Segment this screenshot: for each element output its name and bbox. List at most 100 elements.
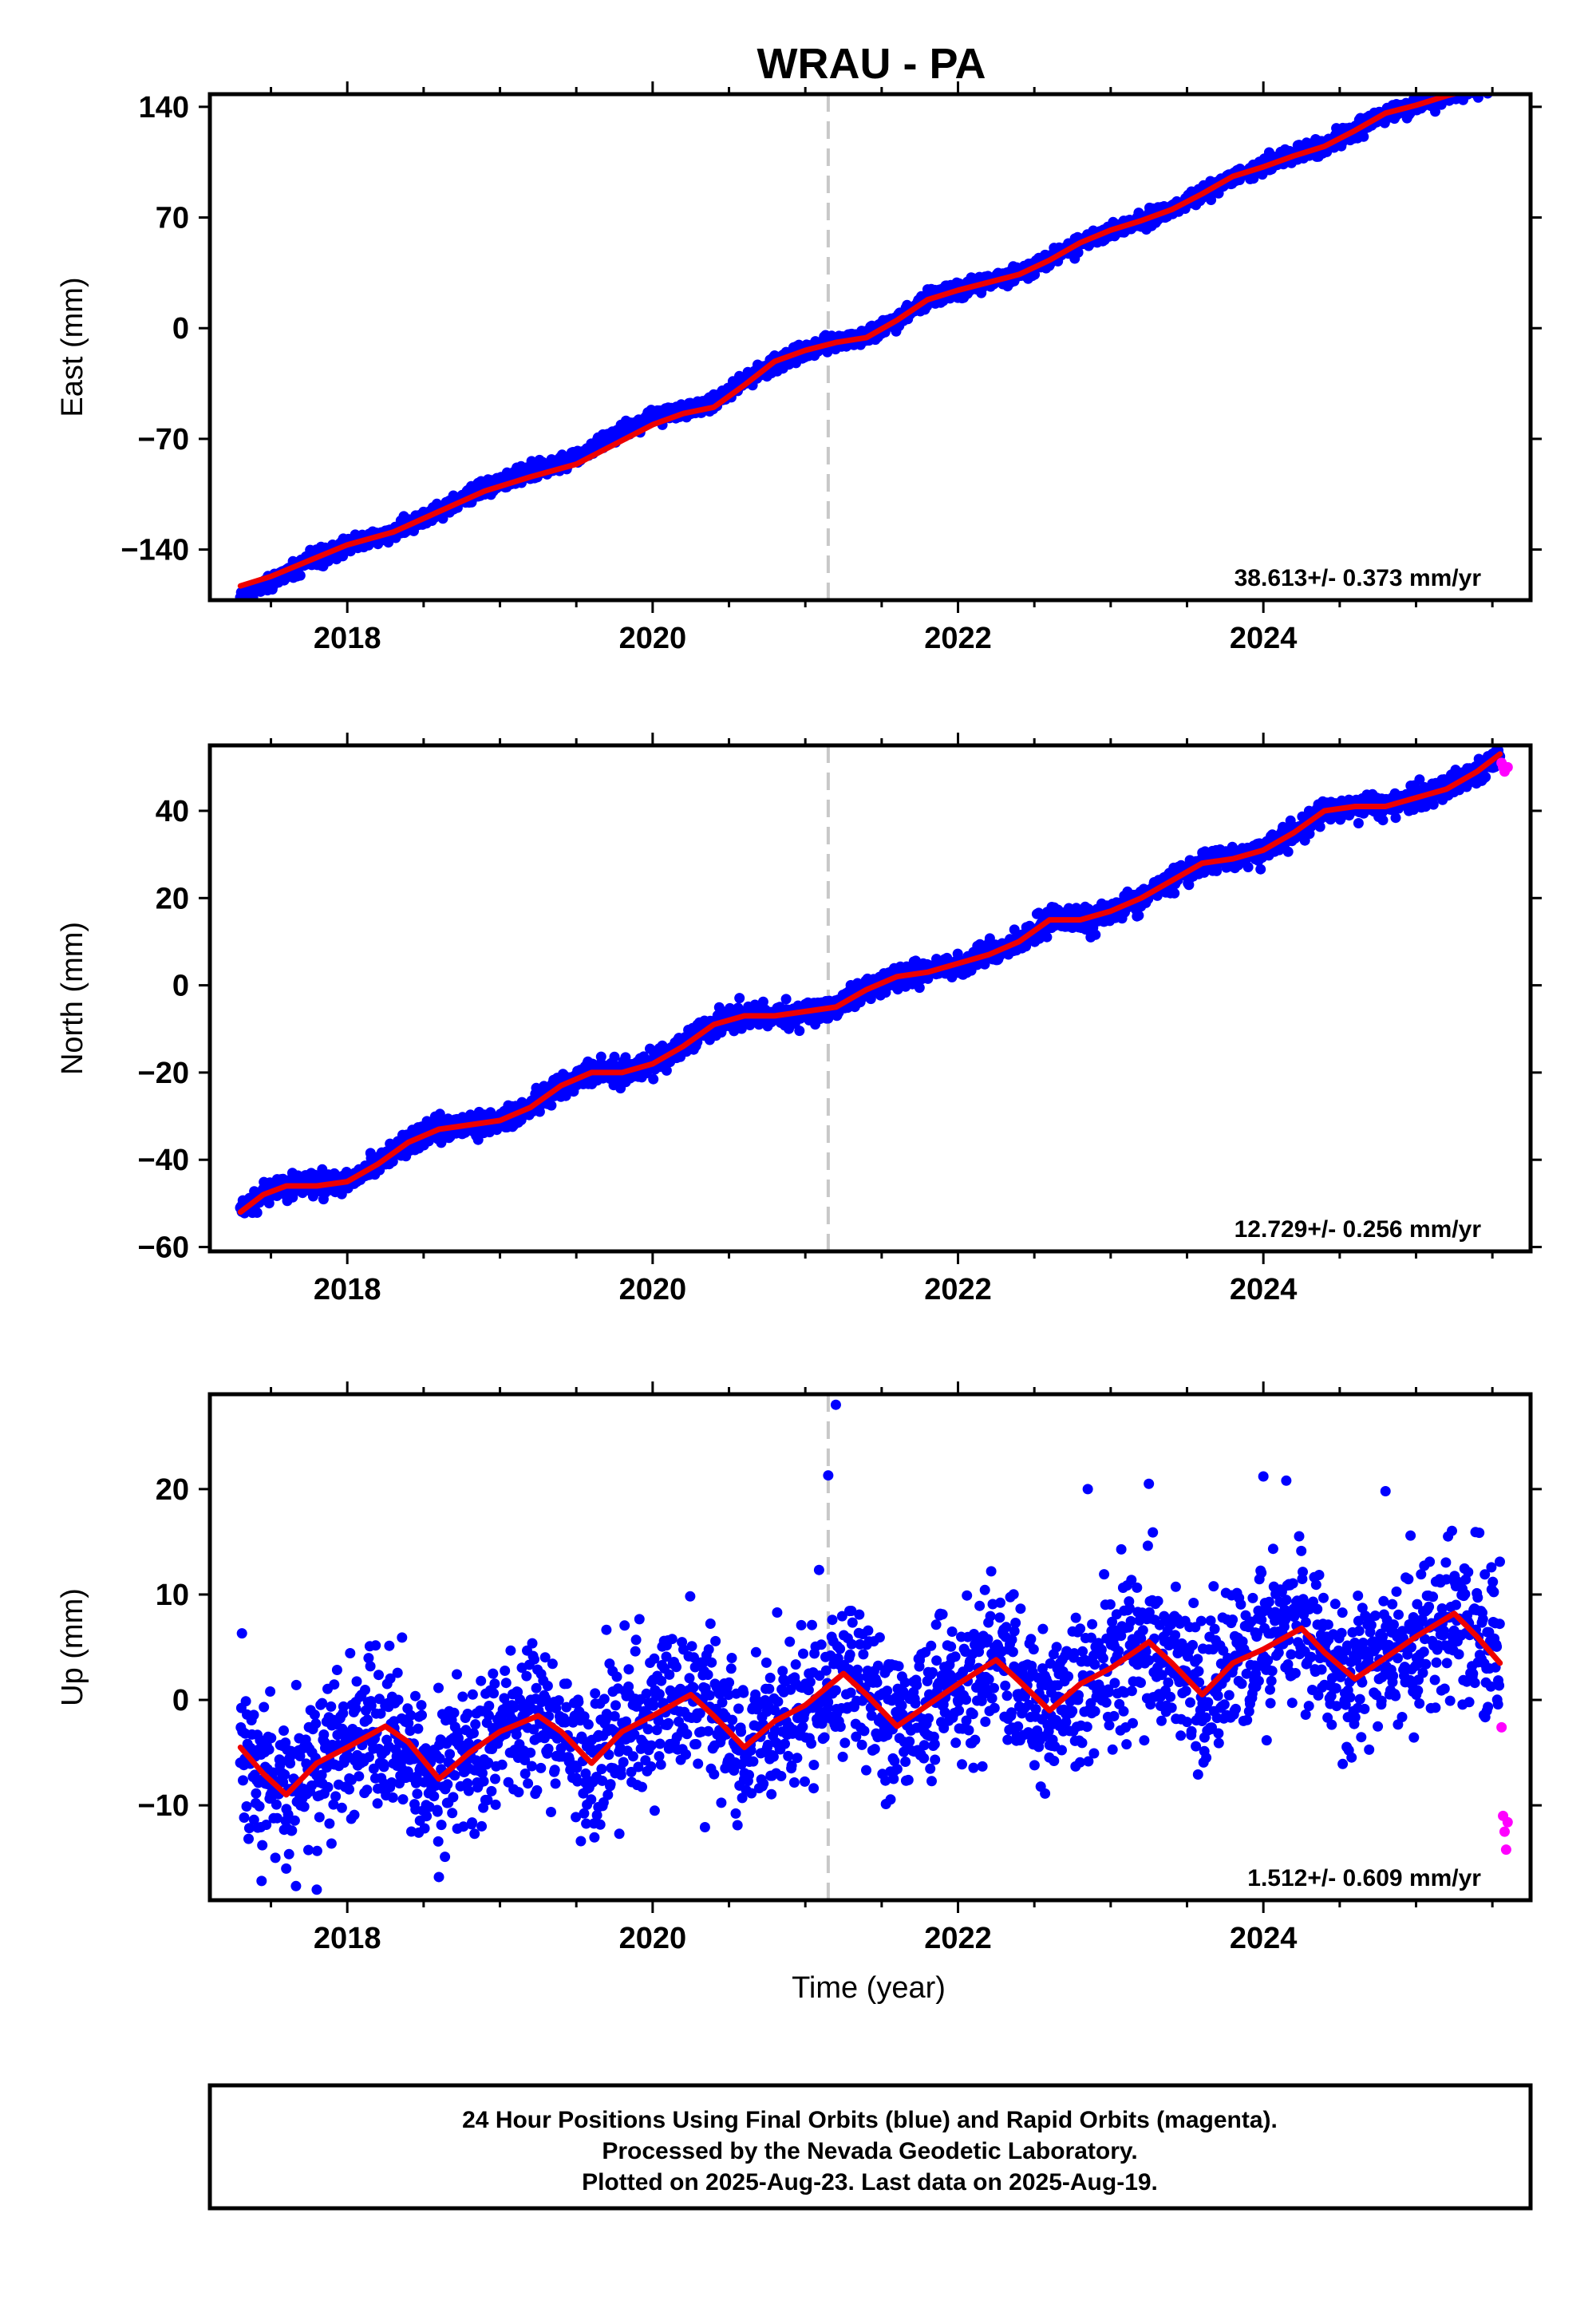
final-orbit-point [1468,81,1478,92]
x-tick-label: 2018 [314,622,381,655]
final-orbit-point [1479,83,1490,93]
final-orbit-point [794,1026,805,1037]
y-tick-label: 70 [156,202,189,235]
panel-1: −140 −70 0 70 140 2018 2020 2022 2024 East (mm) 38… [56,65,1542,655]
final-orbit-point [1480,74,1491,85]
final-orbit-point [560,1090,571,1101]
figure-title: WRAU - PA [757,40,986,88]
final-orbit-point [1041,931,1053,943]
final-orbit-point [1242,862,1254,872]
final-orbit-point [1090,929,1101,940]
final-orbit-point [1474,82,1484,93]
final-orbit-point [1490,75,1500,85]
x-tick-label: 2020 [619,622,687,655]
final-orbit-point [734,993,745,1004]
final-orbit-point [1491,74,1501,85]
final-orbit-point [546,1100,557,1111]
model-fit-line [237,94,1464,589]
final-orbit-point [1377,815,1389,826]
final-orbit-point [1358,131,1369,142]
final-orbit-point [1489,83,1499,93]
y-tick-label: 0 [172,312,189,346]
final-orbit-point [1428,799,1439,810]
final-orbit-point [1430,106,1440,117]
final-orbit-point [595,1051,606,1062]
final-orbit-point [1495,77,1505,87]
final-orbit-point [287,1192,298,1203]
final-orbit-point [251,1207,263,1218]
final-orbit-point [1009,924,1020,935]
final-orbit-point [1491,78,1502,89]
final-orbit-point [1169,887,1180,899]
final-orbit-point [1483,75,1493,85]
final-orbit-point [1483,72,1494,82]
final-orbit-point [1452,82,1463,93]
final-orbit-point [1282,846,1294,857]
final-orbit-point [609,1051,620,1062]
final-orbit-point [661,1065,672,1076]
final-orbit-point [1353,818,1364,828]
final-orbit-point [1483,73,1494,83]
final-orbit-point [1493,77,1503,88]
y-tick-label: 140 [139,91,189,124]
final-orbit-point [1486,73,1496,83]
final-orbit-point [1390,812,1401,824]
final-orbit-point [1314,821,1325,832]
final-orbit-point [1467,81,1477,91]
y-axis-label: East (mm) [56,277,89,417]
final-orbit-point [620,1052,631,1063]
final-orbit-point [757,996,768,1007]
final-orbit-point [1449,83,1460,93]
final-orbit-point [1479,80,1490,90]
final-orbit-point [1486,82,1496,93]
x-tick-label: 2022 [924,622,992,655]
final-orbit-point [1464,81,1474,92]
final-orbit-point [1492,68,1503,78]
final-orbit-point [1494,80,1504,90]
final-orbit-point [1454,82,1464,93]
final-orbit-point [1491,73,1502,84]
final-orbit-point [1476,74,1487,85]
final-orbit-point [1479,82,1489,93]
panel-frame [207,92,1533,603]
final-orbit-point [1133,910,1144,921]
rapid-orbit-point [1503,65,1513,76]
final-orbit-point [648,1073,659,1085]
final-orbit-point [1482,74,1492,85]
final-orbit-point [1485,78,1495,89]
panel-data-layer [235,65,1513,600]
final-orbit-point [434,1109,445,1120]
final-orbit-point [1471,81,1481,92]
rapid-orbit-point [1501,67,1511,77]
final-orbit-point [1460,78,1470,89]
final-orbit-point [1471,81,1481,92]
panels-group: −140 −70 0 70 140 2018 2020 2022 2024 East (mm) 38… [56,65,1542,2005]
final-orbit-point [1476,81,1486,91]
final-orbit-point [1475,82,1485,93]
final-orbit-point [1494,74,1504,85]
y-tick-label: −140 [120,534,189,567]
rapid-orbit-point [1498,70,1508,81]
final-orbit-point [1468,82,1479,93]
y-tick-label: −70 [138,423,189,456]
final-orbit-point [1495,75,1505,85]
final-orbit-point [1472,79,1482,89]
x-tick-label: 2024 [1230,622,1298,655]
final-orbit-point [780,994,792,1005]
final-orbit-point [1460,81,1470,92]
panel-data-layer [235,745,1513,1251]
final-orbit-point [914,982,925,994]
rapid-orbit-point [1499,69,1510,79]
velocity-rate-label: 38.613+/- 0.373 mm/yr [1235,565,1482,591]
final-orbit-point [1480,75,1491,85]
rapid-orbit-point [1496,72,1507,82]
final-orbit-point [1414,774,1425,785]
final-orbit-point [1255,864,1266,875]
final-orbit-point [294,570,306,581]
final-orbit-point [1489,75,1499,85]
final-orbit-point [1486,78,1496,89]
final-orbit-point [1466,73,1476,84]
final-orbit-point [1461,82,1472,93]
